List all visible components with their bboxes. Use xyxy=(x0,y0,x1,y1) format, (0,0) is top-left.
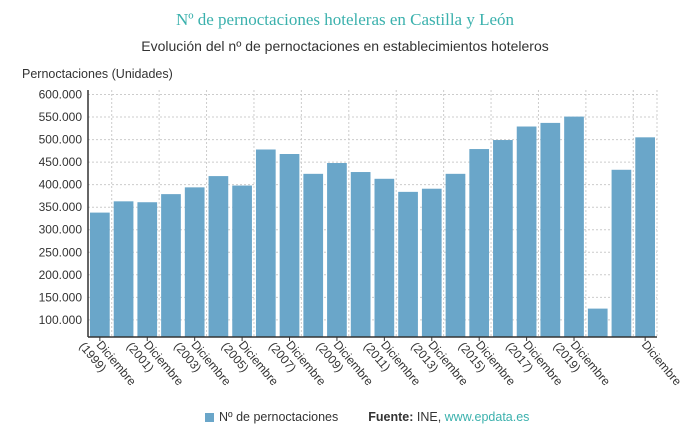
x-tick-label: Diciembre(2005) xyxy=(219,330,282,397)
y-tick-label: 250.000 xyxy=(39,245,83,259)
bar xyxy=(516,126,537,337)
bar xyxy=(113,201,134,337)
x-tick-label: Diciembre(2003) xyxy=(171,330,234,397)
x-tick-label: Diciembre(2001) xyxy=(124,330,187,397)
y-axis-label: Pernoctaciones (Unidades) xyxy=(22,67,173,81)
bar xyxy=(90,212,110,337)
x-tick-label: Diciembre(2015) xyxy=(456,330,519,397)
x-tick-label: Diciembre(2019) xyxy=(551,330,614,397)
legend: Nº de pernoctaciones Fuente: INE, www.ep… xyxy=(205,410,529,424)
source: Fuente: INE, www.epdata.es xyxy=(368,410,529,424)
y-tick-label: 550.000 xyxy=(39,110,83,124)
y-tick-label: 400.000 xyxy=(39,178,83,192)
y-tick-label: 150.000 xyxy=(39,290,83,304)
x-tick-label: Diciembre(1999) xyxy=(76,330,139,397)
x-tick-label: Diciembre(2007) xyxy=(266,330,329,397)
x-tick-label: Diciembre(2011) xyxy=(361,330,424,397)
bar xyxy=(398,191,418,337)
source-link[interactable]: www.epdata.es xyxy=(444,410,530,424)
bar xyxy=(184,187,205,337)
bar xyxy=(421,188,442,337)
y-tick-label: 350.000 xyxy=(39,200,83,214)
source-label: Fuente: xyxy=(368,410,414,424)
bar xyxy=(374,178,395,337)
bar xyxy=(350,172,371,337)
bar xyxy=(232,185,252,337)
bar xyxy=(327,163,347,337)
bar xyxy=(587,308,608,337)
y-tick-label: 100.000 xyxy=(39,313,83,327)
y-tick-label: 500.000 xyxy=(39,133,83,147)
y-tick-label: 450.000 xyxy=(39,155,83,169)
x-tick-label: Diciembre(2009) xyxy=(313,330,376,397)
bar xyxy=(564,116,584,337)
bar xyxy=(540,122,561,337)
bar xyxy=(255,149,276,337)
y-tick-label: 600.000 xyxy=(39,88,83,102)
bar xyxy=(469,149,490,337)
legend-swatch xyxy=(205,412,214,422)
bar xyxy=(161,194,181,337)
bar xyxy=(303,173,324,337)
bar xyxy=(279,154,300,337)
bar xyxy=(493,140,513,337)
bar xyxy=(611,169,632,337)
bar xyxy=(635,137,655,337)
chart-title: Nº de pernoctaciones hoteleras en Castil… xyxy=(175,10,515,29)
y-tick-label: 200.000 xyxy=(39,268,83,282)
chart-subtitle: Evolución del nº de pernoctaciones en es… xyxy=(141,38,549,54)
x-tick-label: Diciembre(2013) xyxy=(408,330,471,397)
bar xyxy=(208,176,229,337)
legend-label: Nº de pernoctaciones xyxy=(219,410,339,424)
bar xyxy=(445,173,466,337)
y-tick-label: 300.000 xyxy=(39,223,83,237)
bar xyxy=(137,202,158,337)
x-tick-label: Diciembre xyxy=(639,338,685,389)
x-tick-label: Diciembre(2017) xyxy=(503,330,566,397)
source-text: INE, xyxy=(416,410,442,424)
